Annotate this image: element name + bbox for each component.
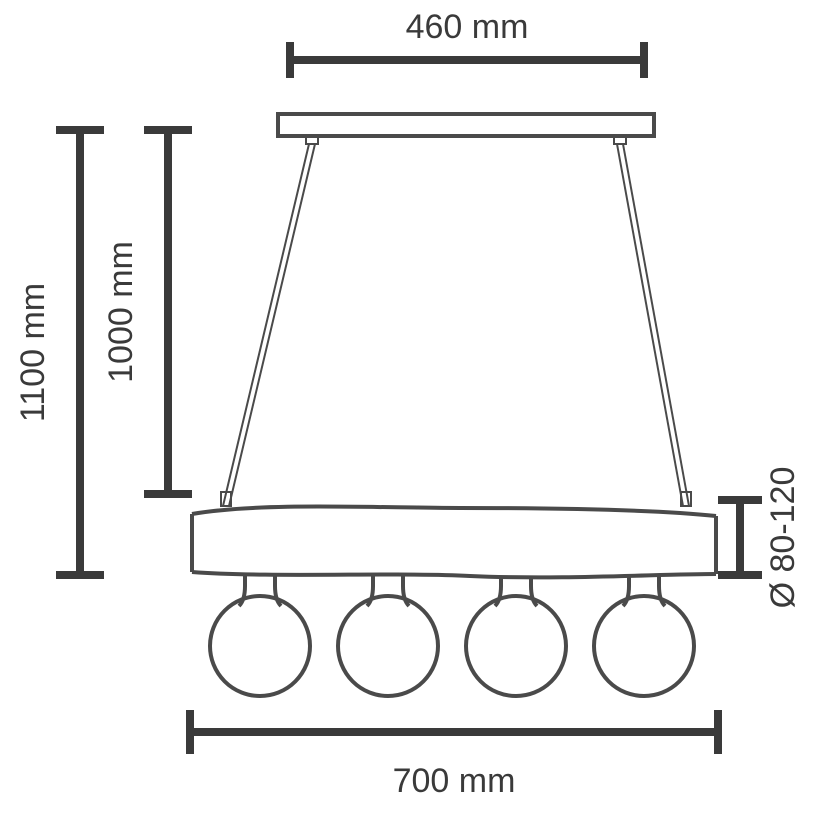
bulb: [338, 576, 438, 696]
bulb: [210, 576, 310, 696]
dimension-label: Ø 80-120: [764, 467, 802, 609]
ceiling-canopy: [278, 114, 654, 136]
dimension-label: 700 mm: [393, 762, 516, 800]
dimension-label: 1100 mm: [14, 283, 52, 422]
beam-bottom: [192, 572, 716, 577]
dimension-label: 1000 mm: [102, 241, 140, 383]
dimension-drawing: 460 mm 700 mm 1100 mm 1000 mm Ø 80-120: [0, 0, 832, 816]
bulb: [466, 576, 566, 696]
suspension-cable: [617, 144, 683, 506]
beam-top: [192, 507, 716, 517]
suspension-cable: [223, 144, 309, 506]
dimension-label: 460 mm: [406, 8, 529, 46]
bulb: [594, 576, 694, 696]
